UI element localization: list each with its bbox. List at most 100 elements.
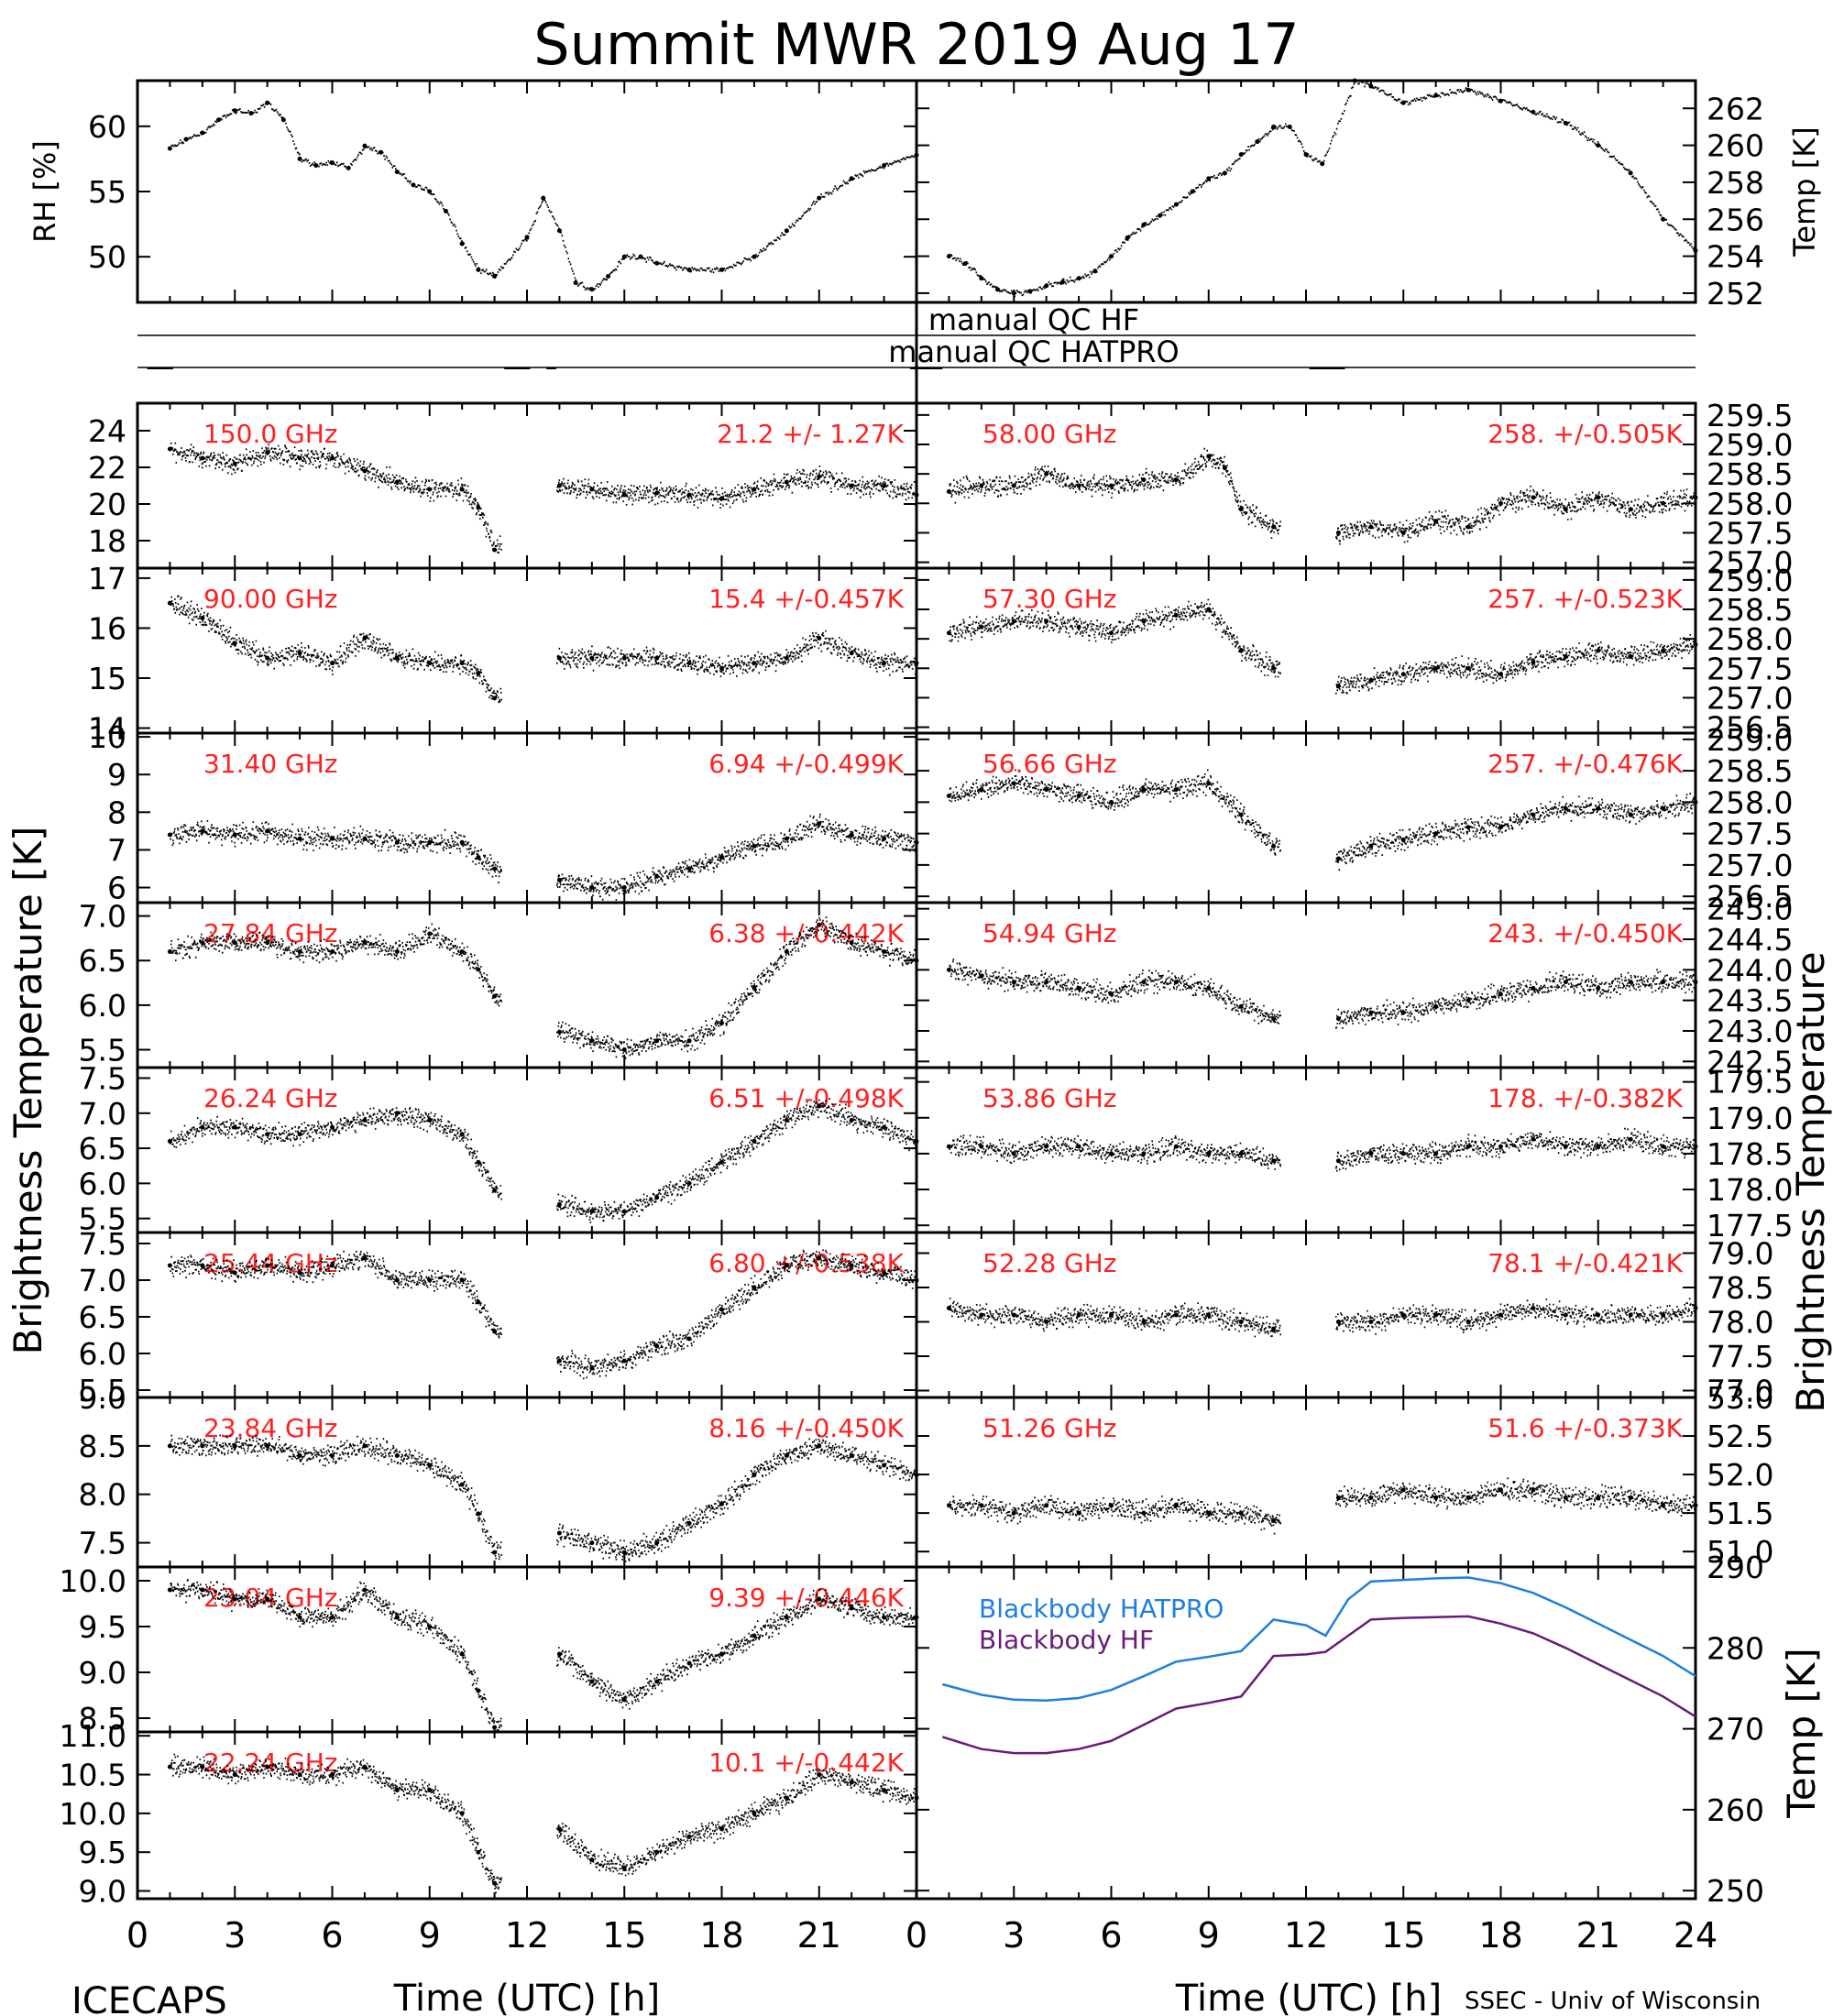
y-axis-label-left: Brightness Temperature [K] (5, 827, 50, 1355)
channel-stat-label: 51.6 +/-0.373K (1487, 1413, 1683, 1443)
data-cloud-ch27_84 (170, 916, 918, 1059)
y-tick-label-ch90: 16 (88, 610, 126, 646)
y-tick-label-ch57_30: 257.0 (1707, 680, 1793, 716)
data-point (1531, 1487, 1536, 1493)
x-tick-label-left: 21 (797, 1915, 841, 1956)
data-point (1433, 1495, 1439, 1500)
x-tick-label-left: 3 (224, 1915, 246, 1956)
y-tick-label-ch54_94: 244.5 (1707, 922, 1793, 958)
y-tick-label-ch58: 259.5 (1707, 398, 1793, 433)
channel-stat-label: 243. +/-0.450K (1487, 918, 1683, 948)
data-point (1141, 477, 1147, 483)
x-tick-label-left: 6 (321, 1915, 343, 1956)
data-point (167, 1263, 172, 1268)
channel-frequency-label: 31.40 GHz (203, 749, 338, 779)
channel-stat-label: 6.51 +/-0.498K (708, 1083, 904, 1113)
y-tick-label-ch23_04: 9.0 (79, 1655, 126, 1691)
channel-stat-label: 258. +/-0.505K (1487, 419, 1683, 449)
y-tick-label-blackbody: 260 (1707, 1792, 1764, 1828)
channel-frequency-label: 26.24 GHz (203, 1083, 338, 1113)
legend-hatpro: Blackbody HATPRO (979, 1594, 1224, 1624)
y-tick-label-ch150: 24 (88, 413, 126, 449)
y-tick-label-ch53_86: 177.5 (1707, 1208, 1793, 1244)
qc-hf-label: manual QC HF (928, 302, 1139, 337)
y-tick-label-temp: 256 (1707, 202, 1764, 237)
channel-frequency-label: 27.84 GHz (203, 918, 338, 948)
x-tick-label-right: 21 (1576, 1915, 1620, 1956)
data-point (1368, 1010, 1374, 1015)
y-tick-label-ch23_84: 9.0 (79, 1380, 126, 1416)
data-cloud-ch25_44 (170, 1249, 918, 1380)
y-tick-label-ch27_84: 6.5 (79, 943, 126, 979)
x-tick-label-left: 0 (126, 1915, 148, 1956)
x-tick-label-right: 18 (1478, 1915, 1522, 1956)
y-tick-label-ch26_24: 7.5 (79, 1060, 126, 1096)
panel-frame-temp (915, 79, 1697, 304)
y-tick-label-ch31_4: 9 (107, 757, 126, 793)
data-point (492, 1880, 498, 1886)
data-cloud-ch90 (170, 595, 918, 704)
data-point (1109, 483, 1114, 488)
qc-hatpro-label: manual QC HATPRO (888, 334, 1179, 369)
data-point (1628, 980, 1633, 985)
y-tick-label-rh: 50 (88, 239, 126, 275)
data-point (1693, 248, 1698, 254)
y-tick-label-ch26_24: 5.5 (79, 1201, 126, 1237)
y-axis-title-temp: Temp [K] (1787, 126, 1822, 257)
data-cloud-temp (949, 80, 1696, 298)
y-tick-label-ch54_94: 244.0 (1707, 952, 1793, 988)
y-tick-label-ch150: 20 (88, 487, 126, 522)
series-line-hf (941, 1615, 1696, 1755)
y-tick-label-ch53_86: 178.5 (1707, 1136, 1793, 1172)
y-tick-label-temp: 262 (1707, 91, 1764, 126)
y-tick-label-ch54_94: 245.0 (1707, 892, 1793, 927)
channel-stat-label: 10.1 +/-0.442K (708, 1748, 904, 1778)
y-tick-label-ch54_94: 243.0 (1707, 1013, 1793, 1049)
y-tick-label-blackbody: 270 (1707, 1712, 1764, 1748)
y-tick-label-ch27_84: 7.0 (79, 899, 126, 935)
x-tick-label-right: 3 (1003, 1915, 1025, 1956)
y-tick-label-ch90: 17 (88, 561, 126, 597)
y-tick-label-ch26_24: 6.5 (79, 1131, 126, 1167)
x-tick-label-left: 18 (699, 1915, 743, 1956)
y-axis-label-right: Brightness Temperature (1788, 951, 1833, 1412)
x-tick-label-right: 15 (1381, 1915, 1425, 1956)
y-tick-label-ch23_04: 9.5 (79, 1609, 126, 1645)
y-tick-label-ch90: 14 (88, 711, 126, 747)
data-cloud-ch31_4 (170, 813, 918, 901)
data-point (849, 1780, 854, 1785)
data-point (476, 1849, 481, 1855)
series-line-hatpro (941, 1576, 1696, 1702)
y-tick-label-ch52_28: 77.0 (1707, 1374, 1773, 1409)
y-tick-label-ch23_84: 8.5 (79, 1429, 126, 1464)
y-tick-label-ch52_28: 77.5 (1707, 1339, 1773, 1375)
y-tick-label-ch53_86: 179.5 (1707, 1065, 1793, 1101)
channel-frequency-label: 150.0 GHz (203, 419, 338, 449)
data-point (1141, 1510, 1147, 1516)
data-point (946, 488, 951, 494)
channel-stat-label: 9.39 +/-0.446K (708, 1583, 904, 1613)
y-tick-label-ch53_86: 178.0 (1707, 1172, 1793, 1208)
y-tick-label-ch90: 15 (88, 661, 126, 696)
y-tick-label-temp: 258 (1707, 165, 1764, 201)
data-point (1238, 1151, 1244, 1156)
data-cloud-ch52_28 (949, 1298, 1697, 1338)
channel-frequency-label: 90.00 GHz (203, 584, 338, 614)
data-cloud-ch57_30 (949, 598, 1697, 695)
x-tick-label-right: 6 (1100, 1915, 1122, 1956)
data-cloud-ch23_84 (170, 1434, 918, 1562)
data-point (946, 630, 951, 636)
y-tick-label-ch25_44: 6.5 (79, 1299, 126, 1335)
y-tick-label-blackbody: 280 (1707, 1630, 1764, 1666)
y-tick-label-blackbody: 250 (1707, 1873, 1764, 1909)
data-cloud-ch26_24 (170, 1098, 918, 1223)
data-cloud-rh (170, 101, 917, 291)
data-point (1661, 1144, 1666, 1149)
y-tick-label-ch57_30: 258.0 (1707, 621, 1793, 657)
data-point (556, 1651, 562, 1657)
y-axis-title-blackbody: Temp [K] (1779, 1648, 1824, 1819)
data-point (946, 794, 951, 799)
x-axis-label-left: Time (UTC) [h] (393, 1978, 660, 2016)
data-point (476, 505, 481, 510)
